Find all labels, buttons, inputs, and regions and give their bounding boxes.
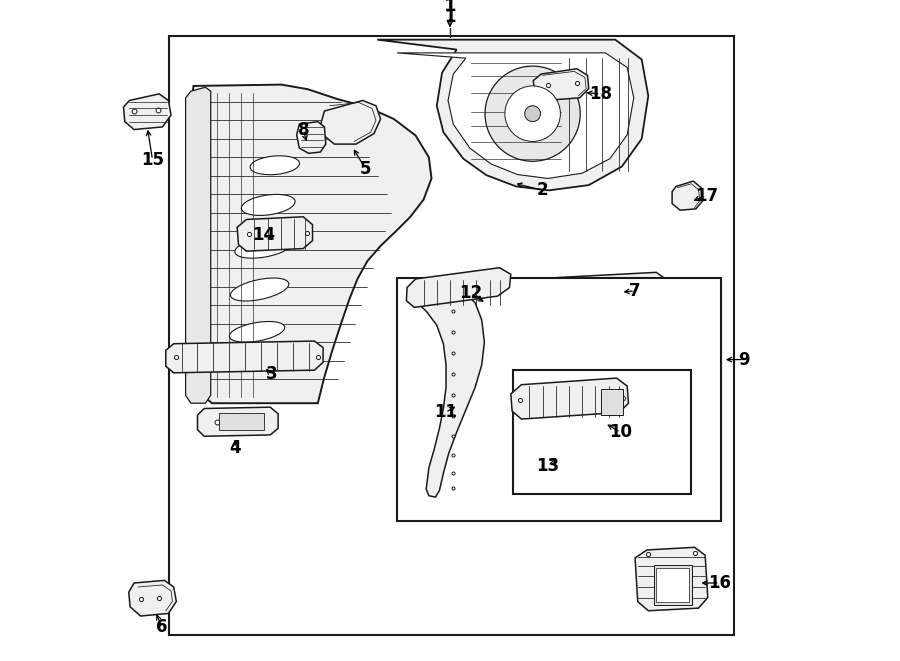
Polygon shape (166, 341, 323, 373)
Polygon shape (197, 407, 278, 436)
Bar (219, 413, 264, 430)
Ellipse shape (241, 194, 295, 215)
Polygon shape (397, 53, 634, 178)
Text: 4: 4 (230, 439, 241, 457)
Text: 1: 1 (445, 7, 455, 26)
Text: 6: 6 (156, 617, 167, 636)
Text: 7: 7 (629, 282, 641, 300)
Text: 13: 13 (536, 457, 560, 475)
Text: 15: 15 (141, 151, 164, 169)
Text: 8: 8 (298, 120, 309, 139)
Text: 2: 2 (536, 181, 548, 200)
Bar (656, 568, 689, 602)
Ellipse shape (235, 236, 292, 258)
Bar (600, 389, 623, 415)
Text: 3: 3 (266, 365, 277, 383)
Polygon shape (185, 87, 211, 403)
Ellipse shape (250, 156, 300, 175)
Text: 18: 18 (590, 85, 612, 103)
Ellipse shape (230, 321, 284, 342)
Polygon shape (420, 290, 484, 497)
Bar (397, 278, 721, 521)
Text: 14: 14 (252, 225, 275, 244)
Polygon shape (297, 122, 326, 153)
Polygon shape (123, 94, 171, 130)
Polygon shape (377, 40, 648, 190)
Text: 12: 12 (459, 284, 482, 303)
Text: 1: 1 (444, 0, 456, 15)
Text: 16: 16 (708, 574, 731, 592)
Polygon shape (238, 217, 312, 251)
Polygon shape (635, 547, 707, 611)
Bar (513, 370, 691, 494)
Text: 9: 9 (738, 350, 750, 369)
Polygon shape (511, 378, 628, 419)
Circle shape (485, 66, 580, 161)
Bar (653, 565, 692, 605)
Text: 10: 10 (609, 423, 632, 442)
Ellipse shape (230, 278, 289, 301)
Polygon shape (191, 85, 431, 403)
Text: 5: 5 (360, 159, 371, 178)
Polygon shape (546, 272, 667, 308)
Circle shape (525, 106, 541, 122)
Circle shape (505, 86, 561, 141)
Polygon shape (129, 580, 176, 616)
Polygon shape (672, 181, 703, 210)
Polygon shape (407, 268, 511, 307)
Polygon shape (321, 100, 381, 144)
Text: 11: 11 (434, 403, 457, 422)
Text: 17: 17 (695, 186, 718, 205)
Bar (169, 36, 734, 635)
Polygon shape (534, 69, 589, 100)
